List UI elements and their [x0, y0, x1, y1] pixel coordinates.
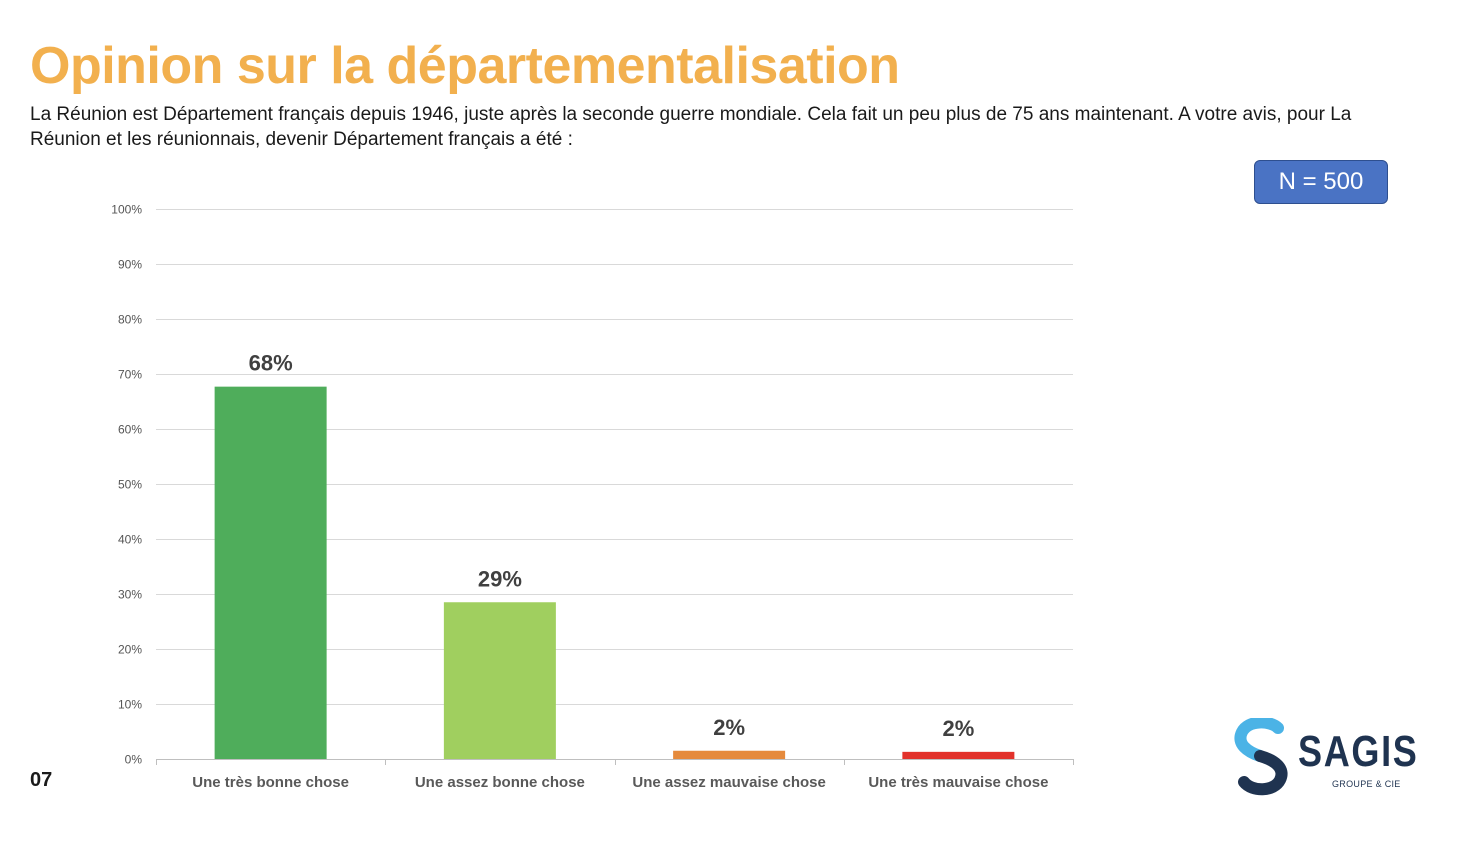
y-tick-label: 90% — [118, 258, 142, 272]
sagis-s-icon — [1234, 716, 1288, 796]
data-label: 2% — [942, 716, 974, 741]
y-tick-label: 100% — [111, 203, 142, 217]
y-axis-ticks: 0% 10% 20% 30% 40% 50% 60% 70% 80% 90% 100% — [111, 203, 142, 767]
logo-tagline: GROUPE & CIE — [1332, 779, 1401, 789]
chart-bars — [214, 386, 1015, 759]
bar — [443, 602, 556, 759]
category-label: Une très bonne chose — [192, 774, 349, 791]
y-tick-label: 60% — [118, 423, 142, 437]
y-tick-label: 50% — [118, 478, 142, 492]
bar — [214, 386, 327, 759]
y-tick-label: 0% — [125, 753, 143, 767]
page-number: 07 — [30, 769, 53, 791]
y-tick-label: 10% — [118, 698, 142, 712]
y-tick-label: 70% — [118, 368, 142, 382]
y-tick-label: 40% — [118, 533, 142, 547]
chart-gridlines — [156, 209, 1074, 765]
logo-wordmark: SAGIS — [1298, 727, 1419, 776]
y-tick-label: 30% — [118, 588, 142, 602]
x-axis-categories: Une très bonne chose Une assez bonne chos… — [192, 774, 1048, 791]
category-label: Une très mauvaise chose — [868, 774, 1048, 791]
data-label: 29% — [478, 566, 522, 591]
data-label: 68% — [249, 351, 293, 376]
sagis-logo: SAGIS GROUPE & CIE — [1234, 716, 1417, 798]
y-tick-label: 80% — [118, 313, 142, 327]
chart-data-labels: 68% 29% 2% 2% — [249, 351, 975, 741]
category-label: Une assez bonne chose — [415, 774, 585, 791]
bar — [902, 751, 1015, 759]
bar — [673, 750, 786, 759]
sample-size-badge: N = 500 — [1254, 160, 1388, 204]
category-label: Une assez mauvaise chose — [632, 774, 825, 791]
question-text: La Réunion est Département français depu… — [30, 104, 1352, 150]
data-label: 2% — [713, 715, 745, 740]
page-title: Opinion sur la départementalisation — [30, 37, 900, 95]
y-tick-label: 20% — [118, 643, 142, 657]
